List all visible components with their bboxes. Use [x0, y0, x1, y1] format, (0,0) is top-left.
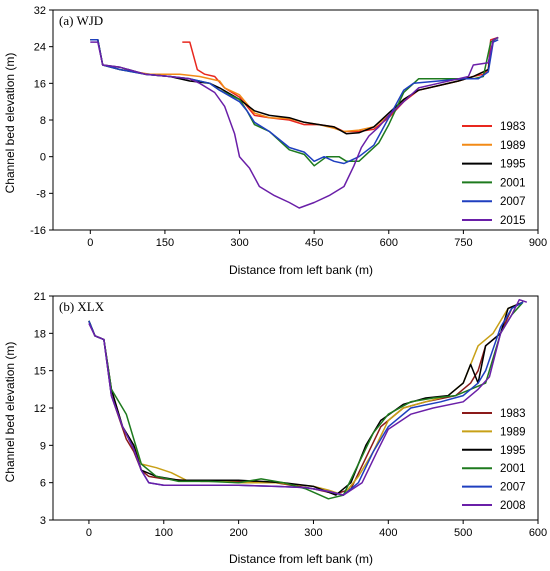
panel-b-x-tick-label: 200 [229, 527, 247, 539]
panel-a-x-tick-label: 900 [529, 237, 547, 249]
panel-a-x-axis-title: Distance from left bank (m) [229, 263, 373, 277]
panel-a-series-2015-line [90, 36, 499, 209]
panel-a-y-tick-label: 8 [40, 115, 46, 127]
panel-a-series-2001-line [90, 36, 499, 167]
panel-a-x-tick-label: 300 [230, 237, 248, 249]
panel-a-legend-label-1995: 1995 [500, 159, 526, 171]
panel-b-series-1989-line [88, 301, 524, 496]
panel-b-x-tick-label: 100 [155, 527, 173, 539]
panel-a-legend-label-2001: 2001 [500, 177, 526, 189]
panel-a-y-tick-label: 0 [40, 152, 46, 164]
panel-a-series-2007-line [90, 39, 499, 165]
panel-b-series-2007-line [88, 301, 524, 496]
panel-b-x-tick-label: 300 [304, 527, 322, 539]
panel-b-y-tick-label: 21 [34, 291, 46, 303]
panel-b-y-tick-label: 12 [34, 403, 46, 415]
panel-b-series-1995-line [88, 301, 524, 496]
panel-a-title: (a) WJD [59, 13, 103, 28]
panel-a-legend-label-1989: 1989 [500, 140, 526, 152]
panel-b-x-tick-label: 400 [379, 527, 397, 539]
panel-b: Distance from left bank (m) Channel bed … [3, 291, 547, 566]
panel-a-x-tick-label: 0 [87, 237, 93, 249]
panel-a-legend-label-2007: 2007 [500, 196, 526, 208]
panel-b-series-2001-line [88, 301, 524, 500]
panel-a-x-tick-label: 450 [305, 237, 323, 249]
panel-a-x-tick-label: 600 [380, 237, 398, 249]
panel-b-y-tick-label: 18 [34, 328, 46, 340]
panel-b-legend-label-2001: 2001 [500, 463, 526, 475]
panel-b-series-2008-line [88, 298, 528, 496]
panel-a-y-axis-title: Channel bed elevation (m) [3, 53, 17, 194]
panel-b-x-tick-label: 0 [86, 527, 92, 539]
panel-a-legend-label-2015: 2015 [500, 215, 526, 227]
panel-b-legend-label-1989: 1989 [500, 426, 526, 438]
panel-b-x-tick-label: 500 [454, 527, 472, 539]
panel-b-title: (b) XLX [59, 299, 105, 314]
panel-a-x-tick-label: 150 [156, 237, 174, 249]
panel-b-x-tick-label: 600 [529, 527, 547, 539]
panel-b-legend-label-2008: 2008 [500, 500, 526, 512]
panel-a-series-1995-line [90, 36, 499, 135]
panel-b-y-tick-label: 15 [34, 366, 46, 378]
panel-a-y-tick-label: -16 [30, 225, 46, 237]
panel-a-y-tick-label: 16 [34, 78, 46, 90]
panel-a-series-1983-line [182, 36, 499, 133]
panel-b-y-tick-label: 9 [40, 440, 46, 452]
panel-b-x-axis-title: Distance from left bank (m) [229, 552, 373, 566]
panel-a-legend-label-1983: 1983 [500, 121, 526, 133]
panel-b-series-1983-line [88, 301, 524, 495]
panel-a-y-tick-label: -8 [36, 188, 46, 200]
panel-a-y-tick-label: 24 [34, 42, 46, 54]
panel-a-series-1989-line [90, 36, 499, 133]
panel-b-y-tick-label: 3 [40, 515, 46, 527]
panel-a-x-tick-label: 750 [454, 237, 472, 249]
panel-b-y-axis-title: Channel bed elevation (m) [3, 342, 17, 483]
panel-b-legend-label-2007: 2007 [500, 482, 526, 494]
panel-a-y-tick-label: 32 [34, 5, 46, 17]
panel-b-y-tick-label: 6 [40, 478, 46, 490]
panel-a: Distance from left bank (m) Channel bed … [3, 5, 547, 277]
panel-b-legend-label-1995: 1995 [500, 445, 526, 457]
panel-b-legend-label-1983: 1983 [500, 408, 526, 420]
